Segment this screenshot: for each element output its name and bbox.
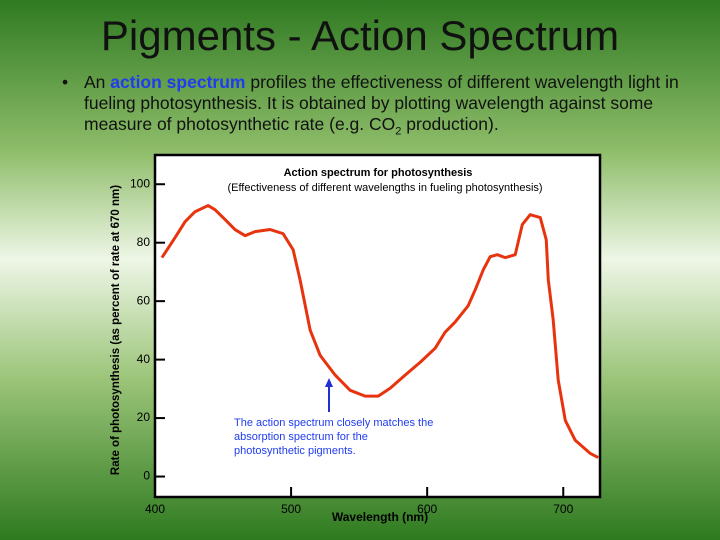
text: production). (401, 114, 499, 134)
x-tick-label: 500 (281, 502, 301, 516)
chart-title: Action spectrum for photosynthesis (284, 167, 473, 179)
y-tick-label: 100 (130, 176, 150, 190)
y-tick-label: 20 (137, 410, 151, 424)
y-axis-label: Rate of photosynthesis (as percent of ra… (110, 185, 122, 475)
y-tick-label: 80 (137, 235, 151, 249)
slide-title: Pigments - Action Spectrum (100, 12, 620, 59)
y-tick-label: 40 (137, 352, 151, 366)
bullet-text: • An action spectrum profiles the effecti… (62, 72, 684, 143)
y-tick-label: 0 (143, 469, 150, 483)
x-axis-label: Wavelength (nm) (332, 510, 428, 524)
x-tick-label: 400 (145, 502, 165, 516)
annotation: The action spectrum closely matches the … (234, 417, 434, 457)
subscript: 2 (395, 125, 402, 138)
arrow-head (325, 378, 333, 387)
x-tick-label: 600 (417, 502, 437, 516)
highlight: action spectrum (110, 72, 246, 92)
y-tick-label: 60 (137, 293, 151, 307)
text: profiles the effectiveness of different … (84, 72, 679, 134)
x-tick-label: 700 (553, 502, 573, 516)
text: An (84, 72, 111, 92)
data-line (160, 204, 599, 459)
plot-area (153, 153, 602, 499)
annotation-box: The action spectrum closely matches the … (234, 417, 434, 457)
chart-subtitle: (Effectiveness of different wavelengths … (227, 182, 542, 194)
bullet-dot: • (62, 72, 69, 92)
